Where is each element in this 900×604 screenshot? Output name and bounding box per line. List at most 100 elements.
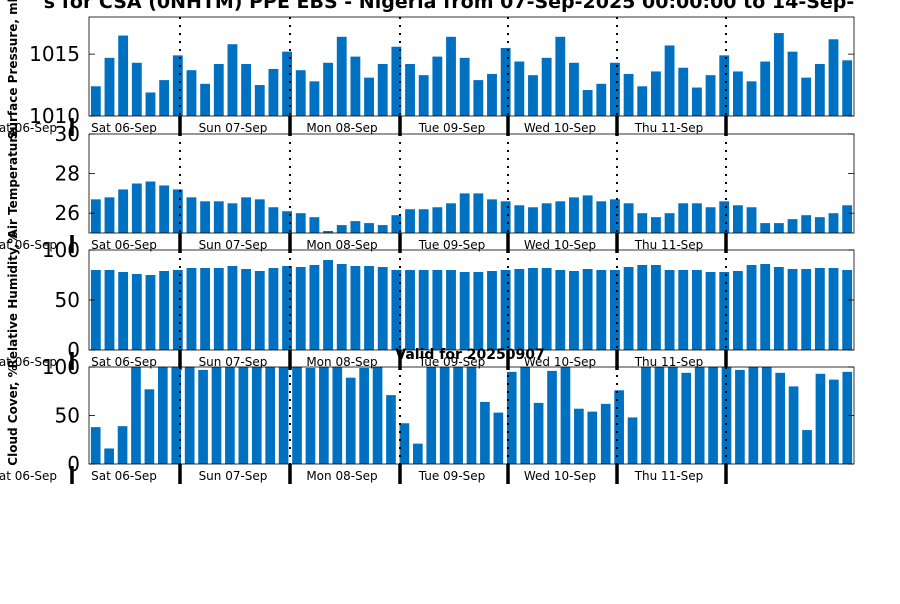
bar [323,62,333,116]
bar [159,80,170,116]
y-axis-label: Air Temperature [6,129,20,239]
x-tick-label: Mon 08-Sep [306,355,377,369]
bar [560,367,571,464]
bar [323,260,333,350]
bar [432,56,443,116]
x-tick-label: Wed 10-Sep [524,355,596,369]
bar [587,411,598,464]
bar [90,270,101,350]
x-tick-label: Tue 09-Sep [418,238,486,252]
x-tick-label: Thu 11-Sep [634,355,704,369]
bar [282,211,292,233]
x-tick-label: Thu 11-Sep [634,469,704,483]
bar [569,197,579,233]
bar [582,195,593,233]
bar [211,367,222,464]
bar [268,268,279,350]
bar [651,71,661,116]
bar [760,264,771,350]
bar [200,268,211,350]
bar [227,266,238,350]
x-tick-label: Sun 07-Sep [199,469,268,483]
bar [305,367,316,464]
bar [829,379,839,464]
bar [350,266,361,350]
bar [651,217,661,233]
bar [654,367,665,464]
bar [732,205,743,233]
bar [466,367,477,464]
bar [364,266,374,350]
bar [282,51,292,116]
bar [814,217,825,233]
bar [227,44,238,117]
bar [514,269,525,350]
bar [117,426,128,464]
bar [664,270,675,350]
bar [439,367,450,464]
bar [480,401,490,464]
bar [336,264,347,350]
bar [775,372,786,464]
bar [748,367,759,464]
bar [157,367,168,464]
bar [254,271,265,350]
bar [610,270,620,350]
bar [828,268,839,350]
bar [773,223,784,233]
bar [295,213,306,233]
bar [359,367,369,464]
bar [131,62,142,116]
bar [372,367,383,464]
bar [651,265,661,350]
bar [528,75,538,116]
bar [241,64,252,116]
bar [238,367,249,464]
x-tick-label: Thu 11-Sep [634,238,704,252]
y-axis-label: Cloud Cover, % [6,365,20,465]
bar [118,272,129,350]
plot-frame [88,16,855,117]
bar [641,367,651,464]
bar [487,199,497,233]
bar [596,83,607,116]
bar [186,70,197,116]
bar [596,270,607,350]
bar [541,203,552,233]
bar [664,45,675,116]
x-tick-label: Sat 06-Sep [0,355,57,369]
bar [637,86,648,116]
bar [760,61,771,116]
bar [309,81,320,116]
bar [788,386,799,464]
bar [719,272,730,350]
x-tick-label: Sat 06-Sep [0,469,57,483]
bar [364,223,374,233]
bar [623,73,634,116]
bar [118,35,129,117]
bar [292,367,302,464]
bar [842,60,853,116]
bar [459,57,470,116]
x-tick-label: Wed 10-Sep [524,238,596,252]
valid-for-label: Valid for 20250907 [395,347,544,363]
bar [801,269,812,350]
bar [386,395,396,464]
bar [104,57,115,116]
x-tick-label: Tue 09-Sep [418,469,486,483]
bar [364,77,374,116]
bar [787,269,798,350]
bar [541,268,552,350]
bar [473,80,484,116]
bar [610,62,620,116]
bar [473,272,484,350]
bar [278,367,289,464]
bar [405,270,415,350]
x-tick-label: Wed 10-Sep [524,469,596,483]
bar [719,55,730,116]
bar [555,36,566,116]
y-tick-label: 1015 [29,42,80,66]
bar [345,377,356,464]
bar [773,33,784,117]
